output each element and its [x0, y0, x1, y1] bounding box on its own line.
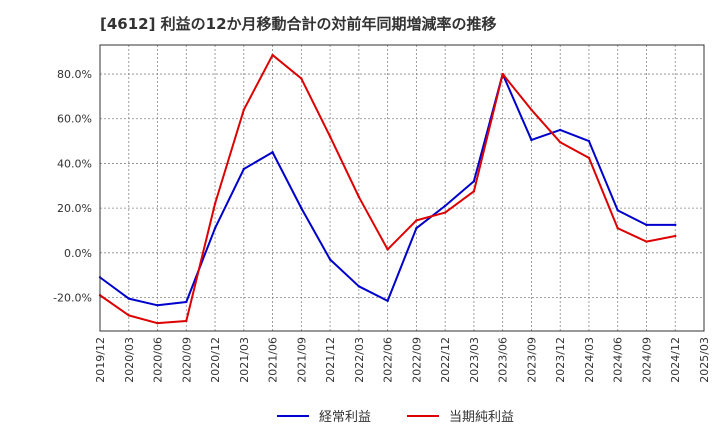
data-point	[357, 195, 361, 199]
x-tick-label: 2020/03	[123, 337, 136, 383]
x-tick-label: 2021/06	[267, 337, 280, 383]
data-point	[645, 240, 648, 243]
x-tick-label: 2021/03	[238, 337, 251, 383]
data-point	[443, 211, 447, 214]
data-point	[558, 140, 562, 144]
chart-title: [4612] 利益の12か月移動合計の対前年同期増減率の推移	[100, 15, 497, 33]
data-point	[645, 223, 648, 227]
plot-border	[99, 44, 705, 332]
series-lines	[98, 53, 677, 325]
x-tick-label: 2025/03	[698, 337, 711, 383]
x-tick-label: 2022/03	[353, 337, 366, 383]
x-tick-label: 2023/09	[525, 337, 538, 383]
data-point	[587, 156, 591, 160]
data-point	[127, 314, 130, 317]
x-tick-label: 2024/03	[583, 337, 596, 383]
data-point	[127, 297, 130, 300]
data-point	[300, 77, 303, 80]
data-point	[328, 135, 332, 138]
x-tick-label: 2023/12	[554, 337, 567, 383]
data-point	[472, 180, 476, 183]
y-tick-label: -20.0%	[53, 291, 92, 304]
data-point	[386, 299, 389, 303]
y-tick-label: 20.0%	[57, 202, 92, 215]
data-point	[472, 190, 476, 193]
x-tick-label: 2024/06	[612, 337, 625, 383]
x-tick-label: 2019/12	[94, 337, 107, 383]
x-tick-label: 2021/09	[295, 337, 308, 383]
data-point	[558, 128, 562, 132]
y-axis: -20.0% 0.0% 20.0% 40.0% 60.0% 80.0%	[53, 68, 92, 304]
data-point	[530, 138, 533, 142]
plot-background	[100, 45, 704, 331]
data-point	[242, 167, 246, 171]
x-tick-label: 2022/09	[410, 337, 423, 383]
data-point	[357, 285, 361, 288]
data-point	[213, 202, 217, 205]
data-point	[443, 204, 447, 208]
x-tick-label: 2023/06	[497, 337, 510, 383]
data-point	[415, 227, 418, 230]
data-point	[271, 53, 274, 57]
data-point	[185, 300, 188, 304]
x-tick-label: 2020/09	[180, 337, 193, 383]
data-point	[300, 206, 303, 210]
data-point	[674, 223, 677, 227]
data-point	[616, 209, 619, 212]
grid-lines	[100, 45, 704, 331]
legend-label-2: 当期純利益	[449, 410, 514, 425]
data-point	[616, 227, 619, 230]
data-point	[328, 258, 332, 261]
data-point	[185, 319, 188, 323]
data-point	[501, 72, 504, 76]
x-tick-label: 2024/09	[640, 337, 653, 383]
x-tick-label: 2024/12	[669, 337, 682, 383]
data-point	[213, 227, 217, 230]
x-tick-label: 2022/06	[382, 337, 395, 383]
data-point	[386, 248, 389, 251]
data-point	[587, 139, 591, 143]
data-point	[156, 304, 159, 307]
y-tick-label: 60.0%	[57, 113, 92, 126]
x-axis: 2019/12 2020/03 2020/06 2020/09 2020/12 2021/…	[94, 337, 711, 383]
data-point	[415, 219, 418, 222]
data-point	[674, 234, 677, 238]
y-tick-label: 0.0%	[64, 247, 92, 260]
data-point	[156, 321, 159, 325]
y-tick-label: 40.0%	[57, 157, 92, 170]
x-tick-label: 2020/06	[152, 337, 165, 383]
x-tick-label: 2023/03	[468, 337, 481, 383]
legend-label-1: 経常利益	[319, 410, 371, 425]
data-point	[530, 108, 533, 111]
x-tick-label: 2021/12	[324, 337, 337, 383]
x-tick-label: 2020/12	[209, 337, 222, 383]
y-tick-label: 80.0%	[57, 68, 92, 81]
x-tick-label: 2022/12	[439, 337, 452, 383]
data-point	[271, 151, 274, 154]
legend: 経常利益 当期純利益	[277, 410, 514, 425]
data-point	[242, 108, 246, 111]
